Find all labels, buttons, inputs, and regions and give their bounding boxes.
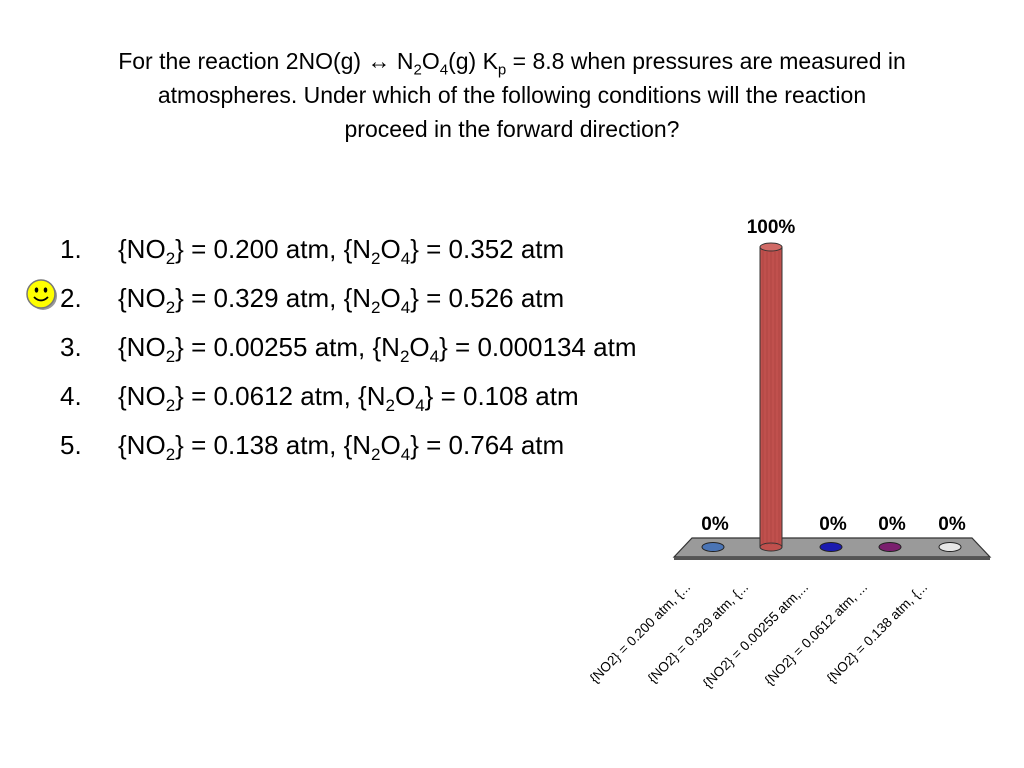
n2o4-value: 0.108 [463,381,529,411]
smiley-face-icon [26,279,58,311]
answer-option-4[interactable]: 4. {NO2} = 0.0612 atm, {N2O4} = 0.108 atm [60,377,760,426]
answer-number: 4. [60,381,82,411]
chart-bar-disc [938,542,962,552]
chart-category-label: {NO2} = 0.138 atm, {... [824,580,930,686]
chart-floor-edge [674,557,990,560]
subscript: 2 [165,298,176,318]
n2o4-value: 0.764 [448,430,514,460]
answer-number: 3. [60,332,82,362]
answer-number: 5. [60,430,82,460]
answer-text-part: } = [439,332,478,362]
question-text-part: O [421,48,440,74]
answer-text-part: atm [513,430,565,460]
subscript: 2 [165,445,176,465]
answer-option-3[interactable]: 3. {NO2} = 0.00255 atm, {N2O4} = 0.000134… [60,328,760,377]
chart-value-label: 100% [747,217,796,238]
subscript: 2 [413,61,422,79]
answer-text-part: } = [175,332,214,362]
answer-text-part: } = [424,381,463,411]
answer-text-part: {NO [118,430,166,460]
answer-text-part: O [380,283,401,313]
answer-text-part: atm, {N [278,283,372,313]
no2-value: 0.0612 [213,381,294,411]
subscript: 2 [165,396,176,416]
subscript: 2 [371,298,381,318]
subscript: p [497,61,507,79]
subscript: 2 [165,249,176,269]
answer-option-1[interactable]: 1. {NO2} = 0.200 atm, {N2O4} = 0.352 atm [60,230,760,279]
answer-text-part: atm, {N [278,430,372,460]
subscript: 4 [400,298,411,318]
question-text: For the reaction 2NO(g) ↔ N2O4(g) Kp = 8… [40,44,984,146]
answer-text-part: } = [410,234,449,264]
answer-option-5[interactable]: 5. {NO2} = 0.138 atm, {N2O4} = 0.764 atm [60,426,760,475]
answer-text-part: {NO [118,283,166,313]
chart-category-label: {NO2} = 0.329 atm, {... [645,580,751,686]
chart-bar-disc [878,542,902,552]
chart-bar-top [759,242,783,252]
answer-text-part: {NO [118,332,166,362]
subscript: 2 [165,347,176,367]
subscript: 2 [371,249,381,269]
answer-text-part: } = [410,283,449,313]
question-text-part: = 8.8 when pressures are measured in [506,48,906,74]
answer-text-part: } = [175,283,214,313]
question-text-part: For the reaction 2NO(g) ↔ N [118,48,414,74]
no2-value: 0.200 [213,234,279,264]
answer-text-part: atm, {N [278,234,372,264]
subscript: 4 [439,61,449,79]
chart-category-label: {NO2} = 0.200 atm, {... [587,580,693,686]
no2-value: 0.138 [213,430,279,460]
chart-value-label: 0% [938,514,966,535]
subscript: 2 [399,347,410,367]
subscript: 2 [385,396,395,416]
subscript: 4 [415,396,425,416]
answer-number: 2. [60,283,82,313]
chart-value-label: 0% [701,514,729,535]
n2o4-value: 0.000134 [477,332,586,362]
subscript: 4 [429,347,440,367]
subscript: 2 [371,445,381,465]
question-text-part: (g) K [448,48,498,74]
no2-value: 0.329 [213,283,279,313]
answer-text-part: atm [585,332,637,362]
chart-bar-disc [701,542,725,552]
chart-category-label: {NO2} = 0.00255 atm,... [700,580,811,691]
answer-text-part: O [380,234,401,264]
answer-number: 1. [60,234,82,264]
answer-text-part: } = [175,381,214,411]
answer-text-part: {NO [118,381,166,411]
question-line-2: atmospheres. Under which of the followin… [157,82,867,108]
answer-text-part: O [394,381,416,411]
chart-value-label: 0% [819,514,847,535]
answer-text-part: O [380,430,401,460]
subscript: 4 [400,445,411,465]
chart-category-label: {NO2} = 0.0612 atm, ... [762,580,871,689]
subscript: 4 [400,249,411,269]
answer-text-part: atm, {N [293,381,386,411]
n2o4-value: 0.352 [448,234,514,264]
answer-text-part: atm [528,381,579,411]
answer-text-part: atm [513,234,565,264]
answer-text-part: } = [175,430,214,460]
question-line-3: proceed in the forward direction? [344,116,680,142]
answer-text-part: {NO [118,234,166,264]
chart-bar-disc [819,542,843,552]
answer-option-2[interactable]: 2. {NO2} = 0.329 atm, {N2O4} = 0.526 atm [60,279,760,328]
answer-text-part: O [409,332,430,362]
no2-value: 0.00255 [213,332,308,362]
chart-value-label: 0% [878,514,906,535]
question-line-1: For the reaction 2NO(g) ↔ N2O4(g) Kp = 8… [40,44,984,78]
n2o4-value: 0.526 [448,283,514,313]
answer-list: 1. {NO2} = 0.200 atm, {N2O4} = 0.352 atm 2… [60,230,760,475]
answer-text-part: } = [410,430,449,460]
answer-text-part: } = [175,234,214,264]
answer-text-part: atm [513,283,565,313]
answer-text-part: atm, {N [307,332,400,362]
